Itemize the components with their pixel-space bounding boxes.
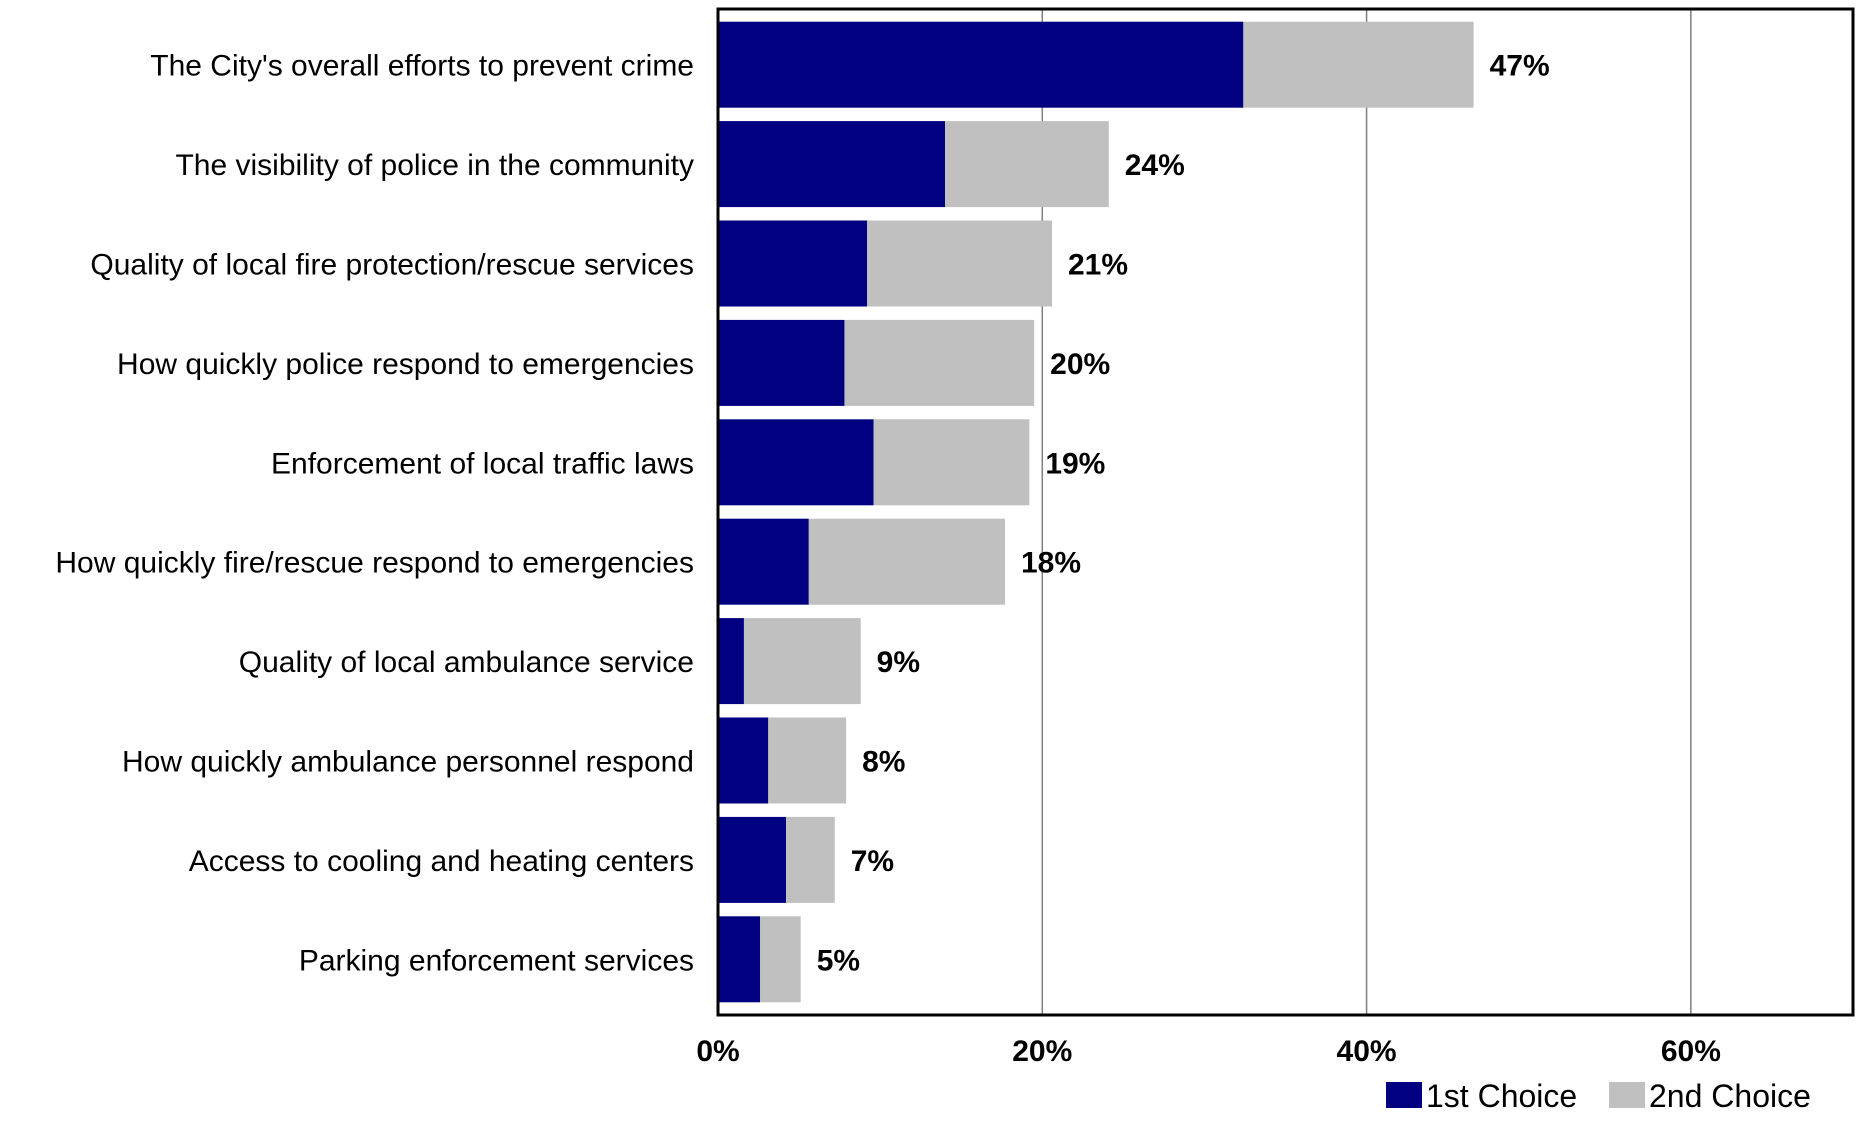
bar-2nd-choice [844,319,1035,406]
bars [718,21,1474,1003]
bar-2nd-choice [786,816,835,903]
total-label: 19% [1045,447,1105,480]
legend: 1st Choice 2nd Choice [1386,1078,1811,1114]
plot-frame [716,7,1855,1017]
bar-2nd-choice [760,916,801,1003]
bar-1st-choice [718,419,874,506]
bar-2nd-choice [945,121,1109,208]
total-labels: 47% 24% 21% 20% 19% 18% 9% 8% 7% 5% [817,50,1550,978]
category-label: The City's overall efforts to prevent cr… [150,50,694,83]
bar-1st-choice [718,717,769,804]
total-label: 8% [862,746,905,779]
total-label: 9% [877,646,920,679]
bar-1st-choice [718,319,845,406]
total-label: 7% [851,845,894,878]
bar-1st-choice [718,816,787,903]
legend-label: 2nd Choice [1649,1078,1811,1114]
bar-2nd-choice [1243,21,1474,108]
category-label: Enforcement of local traffic laws [271,447,694,480]
legend-swatch [1609,1082,1645,1108]
x-tick-label: 60% [1661,1035,1721,1068]
bar-2nd-choice [873,419,1030,506]
bar-1st-choice [718,220,868,307]
x-tick-labels: 0% 20% 40% 60% [696,1035,1721,1068]
category-labels: The City's overall efforts to prevent cr… [55,50,694,978]
bar-2nd-choice [808,518,1005,605]
category-label: How quickly fire/rescue respond to emerg… [55,547,694,580]
category-label: Quality of local fire protection/rescue … [90,249,694,282]
bar-2nd-choice [867,220,1053,307]
category-label: How quickly police respond to emergencie… [117,348,694,381]
legend-label: 1st Choice [1426,1078,1577,1114]
x-tick-label: 40% [1337,1035,1397,1068]
bar-1st-choice [718,916,761,1003]
bar-1st-choice [718,21,1244,108]
total-label: 21% [1068,249,1128,282]
total-label: 18% [1021,547,1081,580]
category-label: Access to cooling and heating centers [189,845,694,878]
category-label: Quality of local ambulance service [239,646,694,679]
legend-swatch [1386,1082,1422,1108]
total-label: 20% [1050,348,1110,381]
category-label: The visibility of police in the communit… [175,149,694,182]
category-label: How quickly ambulance personnel respond [122,746,694,779]
bar-1st-choice [718,618,744,705]
total-label: 47% [1490,50,1550,83]
x-tick-label: 20% [1012,1035,1072,1068]
total-label: 5% [817,944,860,977]
x-tick-label: 0% [696,1035,739,1068]
total-label: 24% [1125,149,1185,182]
bar-1st-choice [718,121,945,208]
bar-2nd-choice [768,717,847,804]
bar-2nd-choice [743,618,861,705]
category-label: Parking enforcement services [299,944,694,977]
bar-1st-choice [718,518,809,605]
